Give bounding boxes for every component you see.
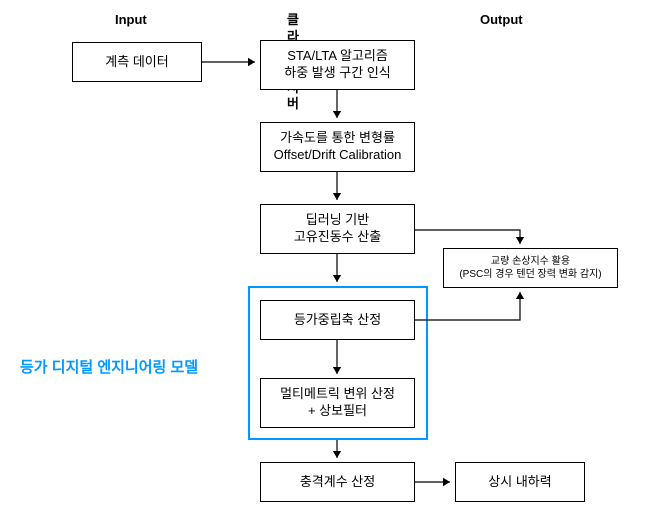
node-line: 등가중립축 산정 (294, 312, 381, 329)
node-line: 고유진동수 산출 (294, 229, 381, 246)
node-load: 상시 내하력 (455, 462, 585, 502)
node-damage: 교량 손상지수 활용(PSC의 경우 텐던 장력 변화 감지) (443, 248, 618, 288)
node-neutral: 등가중립축 산정 (260, 300, 415, 340)
header-input-text: Input (115, 12, 147, 29)
node-line: 하중 발생 구간 인식 (284, 65, 391, 82)
node-input-data: 계측 데이터 (72, 42, 202, 82)
side-label-text: 등가 디지털 엔지니어링 모델 (20, 359, 198, 376)
node-line: 가속도를 통한 변형률 (280, 130, 395, 147)
node-line: 교량 손상지수 활용 (491, 255, 570, 268)
node-line: STA/LTA 알고리즘 (287, 48, 388, 65)
node-line: 멀티메트릭 변위 산정 (280, 386, 395, 403)
node-line: 상시 내하력 (488, 474, 551, 491)
node-impact: 충격계수 산정 (260, 462, 415, 502)
side-label: 등가 디지털 엔지니어링 모델 (20, 356, 198, 377)
header-output-text: Output (480, 12, 523, 29)
node-deep: 딥러닝 기반고유진동수 산출 (260, 204, 415, 254)
node-line: + 상보필터 (308, 403, 367, 420)
node-sta-lta: STA/LTA 알고리즘하중 발생 구간 인식 (260, 40, 415, 90)
node-accel: 가속도를 통한 변형률Offset/Drift Calibration (260, 122, 415, 172)
node-line: 충격계수 산정 (300, 474, 375, 491)
node-line: 딥러닝 기반 (306, 212, 369, 229)
node-line: Offset/Drift Calibration (274, 147, 402, 164)
node-multimetric: 멀티메트릭 변위 산정+ 상보필터 (260, 378, 415, 428)
node-line: 계측 데이터 (105, 54, 168, 71)
node-line: (PSC의 경우 텐던 장력 변화 감지) (459, 268, 601, 281)
